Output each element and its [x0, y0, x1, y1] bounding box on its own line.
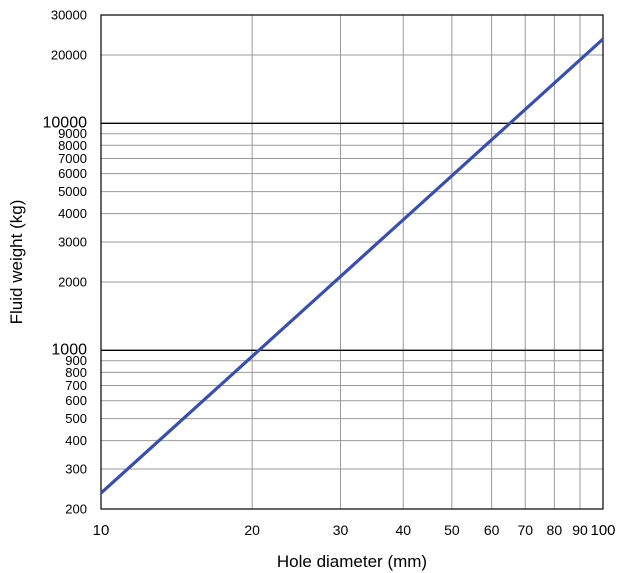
x-tick-label: 20 [244, 522, 260, 538]
series-group [99, 37, 605, 495]
x-tick-label: 100 [590, 522, 615, 539]
x-tick-label: 80 [547, 522, 563, 538]
y-tick-label: 300 [65, 462, 87, 477]
y-tick-label: 30000 [51, 8, 87, 23]
y-tick-label: 700 [65, 378, 87, 393]
y-tick-label: 500 [65, 411, 87, 426]
y-tick-label: 20000 [51, 47, 87, 62]
y-tick-label: 1000 [51, 341, 87, 358]
plot-area-frame [100, 14, 604, 510]
x-tick-label: 60 [484, 522, 500, 538]
x-tick-label: 90 [572, 522, 588, 538]
y-tick-label: 5000 [58, 184, 87, 199]
y-tick-label: 600 [65, 393, 87, 408]
y-tick-label: 9000 [58, 126, 87, 141]
x-tick-labels: 10 20 30 40 50 60 70 80 90 100 [93, 522, 616, 539]
x-tick-label: 50 [444, 522, 460, 538]
x-tick-label: 70 [517, 522, 533, 538]
x-axis-title: Hole diameter (mm) [277, 552, 427, 571]
y-tick-label: 6000 [58, 166, 87, 181]
y-tick-label: 400 [65, 433, 87, 448]
x-tick-label: 10 [93, 522, 110, 539]
x-tick-label: 30 [333, 522, 349, 538]
y-tick-label: 2000 [58, 274, 87, 289]
x-tick-label: 40 [395, 522, 411, 538]
y-tick-label: 4000 [58, 206, 87, 221]
y-tick-label: 900 [65, 353, 87, 368]
y-axis-title: Fluid weight (kg) [7, 200, 26, 325]
y-tick-label: 3000 [58, 235, 87, 250]
y-tick-label: 200 [65, 502, 87, 517]
y-tick-label: 8000 [58, 138, 87, 153]
y-tick-label: 7000 [58, 151, 87, 166]
y-tick-label: 10000 [43, 114, 88, 131]
series-line [99, 37, 605, 495]
grid [100, 14, 604, 510]
y-tick-label: 800 [65, 365, 87, 380]
